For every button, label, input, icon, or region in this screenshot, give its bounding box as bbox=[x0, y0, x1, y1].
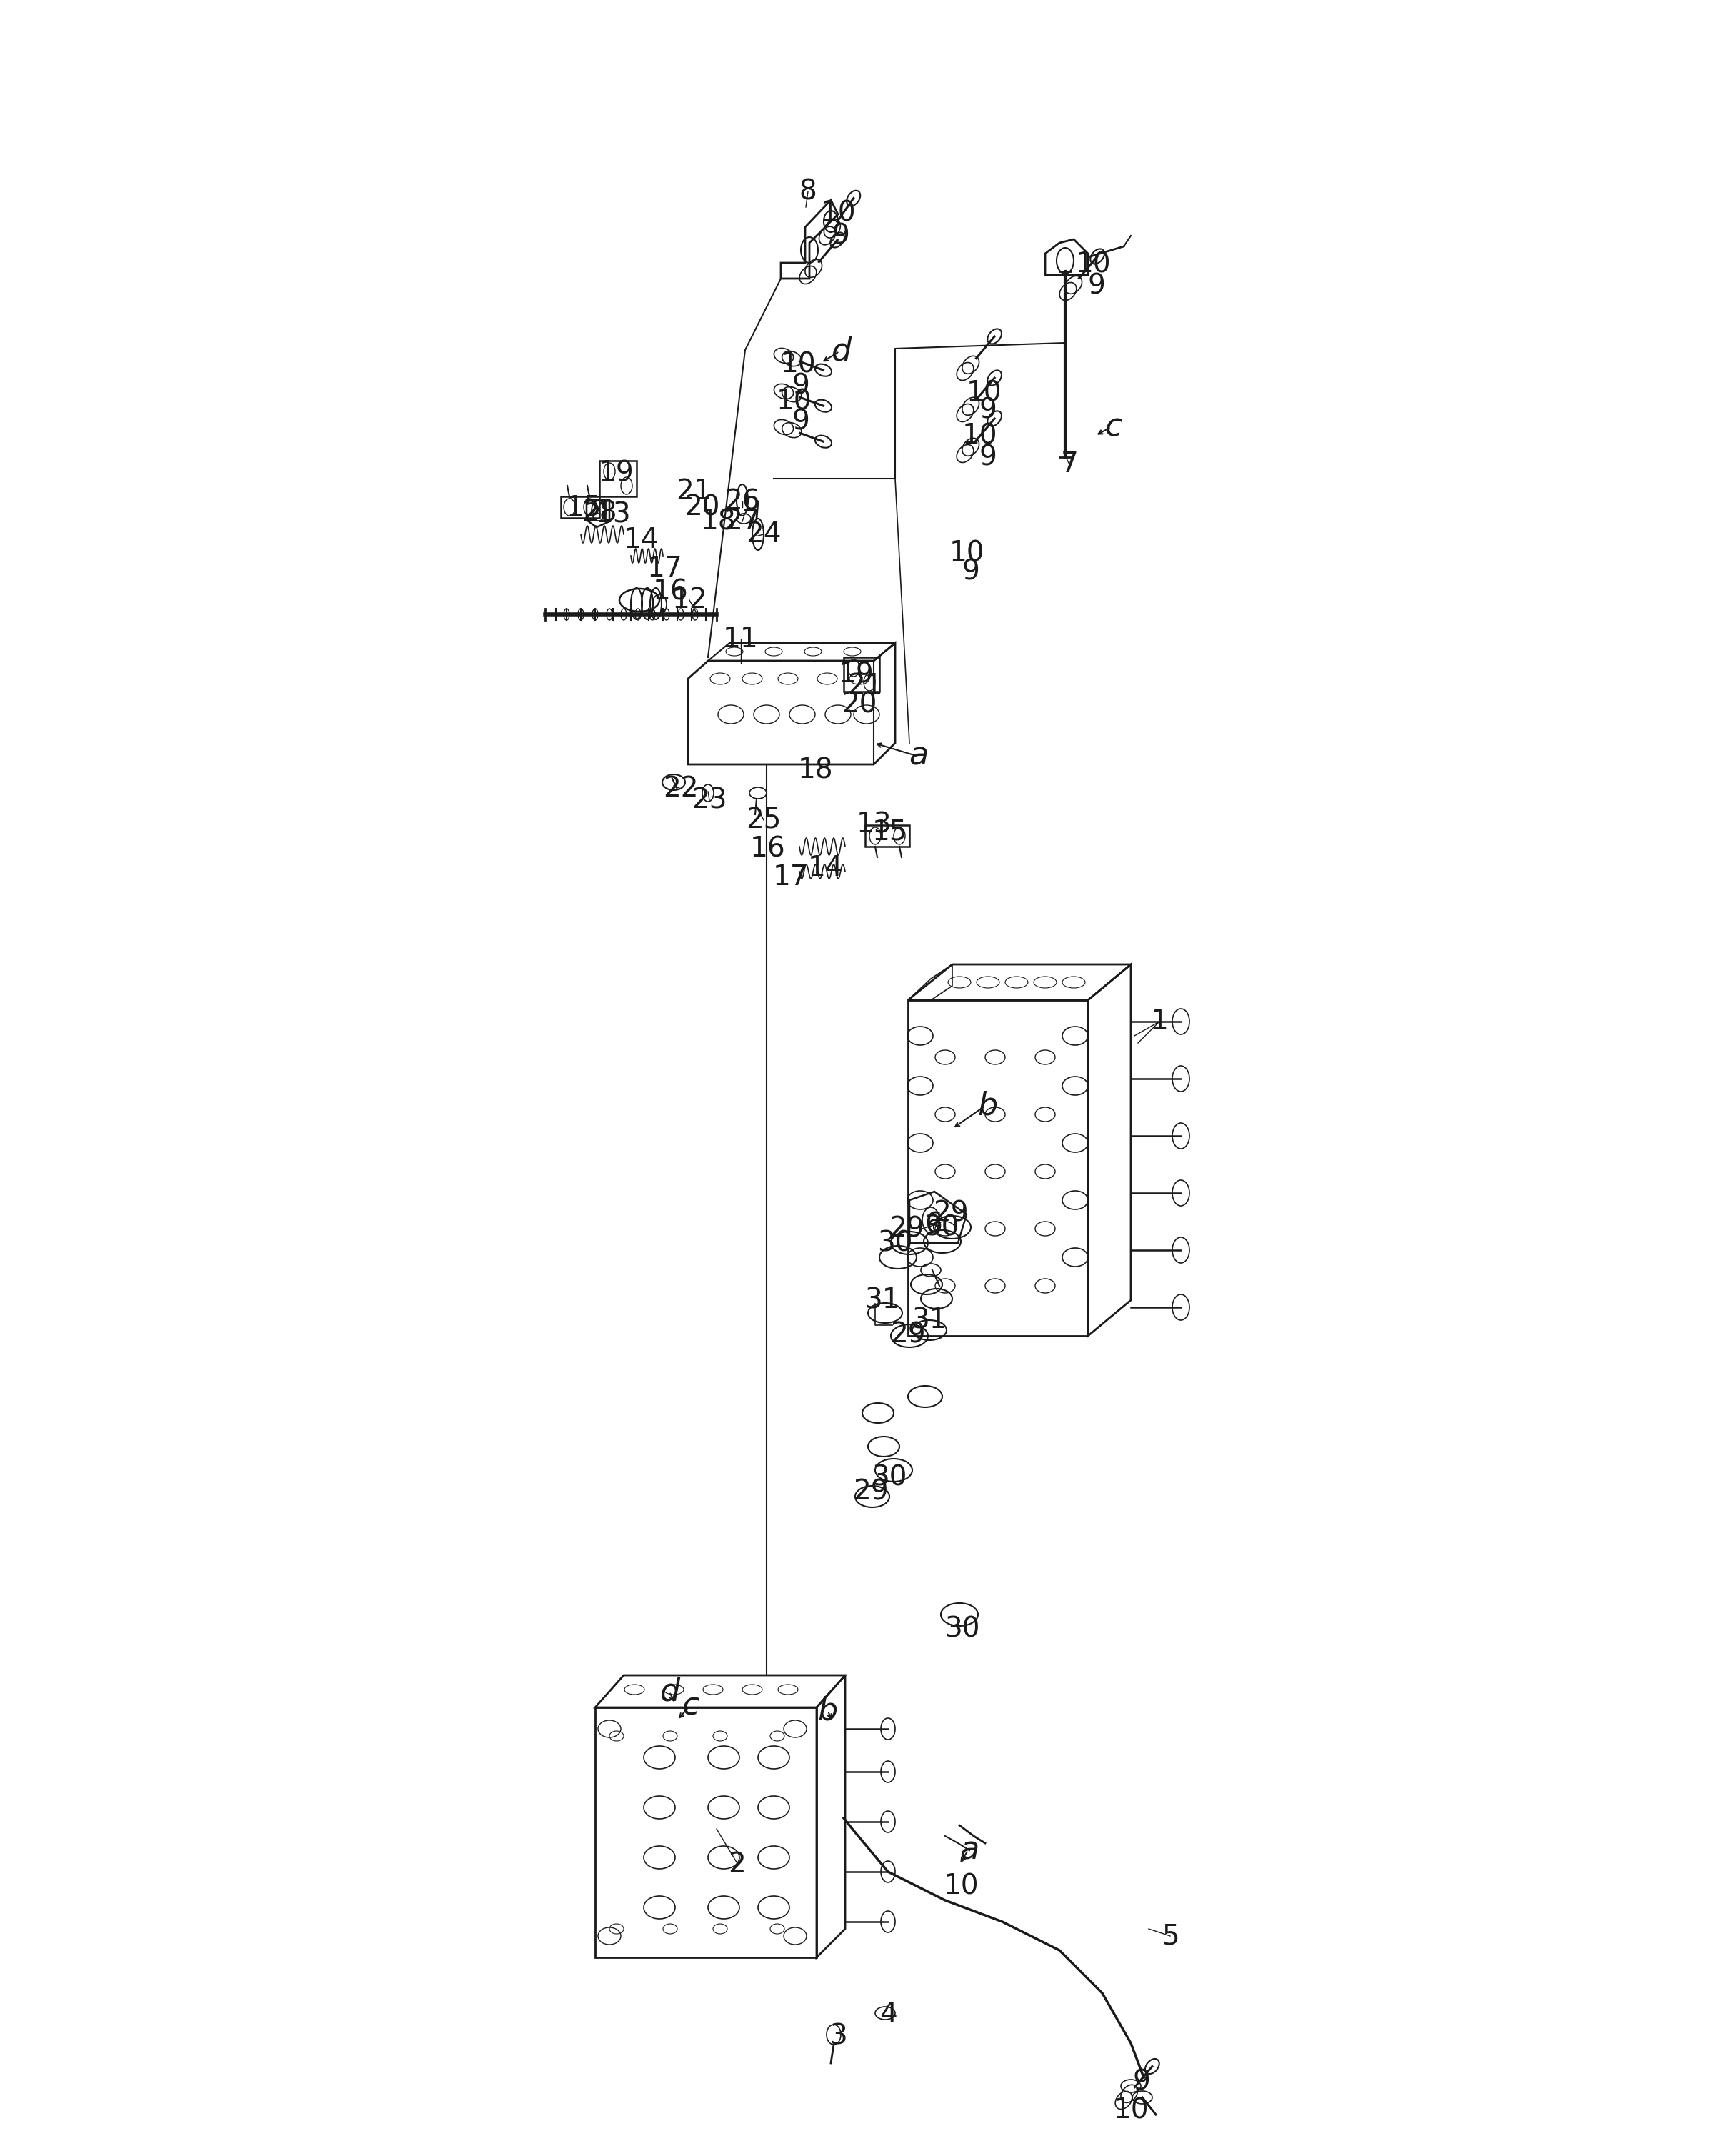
Text: 10: 10 bbox=[1113, 2098, 1148, 2124]
Text: 27: 27 bbox=[725, 509, 759, 535]
Text: 12: 12 bbox=[671, 586, 708, 614]
Text: 13: 13 bbox=[595, 500, 630, 528]
Text: 10: 10 bbox=[961, 423, 998, 448]
Text: 18: 18 bbox=[797, 757, 834, 783]
Text: 16: 16 bbox=[751, 834, 785, 862]
Text: 31: 31 bbox=[911, 1307, 948, 1335]
Text: 29: 29 bbox=[889, 1216, 925, 1242]
Text: 9: 9 bbox=[1087, 272, 1105, 300]
Text: 10: 10 bbox=[780, 351, 816, 377]
Text: 7: 7 bbox=[1060, 451, 1079, 479]
Text: d: d bbox=[832, 336, 851, 367]
Text: 20: 20 bbox=[842, 690, 877, 718]
Text: 29: 29 bbox=[853, 1479, 889, 1505]
Text: 30: 30 bbox=[923, 1214, 960, 1242]
Text: 4: 4 bbox=[879, 2001, 898, 2029]
Text: 3: 3 bbox=[828, 2022, 847, 2050]
Text: 9: 9 bbox=[1132, 2070, 1151, 2096]
Text: 1: 1 bbox=[1151, 1009, 1169, 1035]
Text: 10: 10 bbox=[1075, 250, 1112, 278]
Text: b: b bbox=[818, 1695, 839, 1727]
Text: 19: 19 bbox=[599, 459, 633, 487]
Text: 5: 5 bbox=[1162, 1923, 1179, 1949]
Text: c: c bbox=[682, 1690, 699, 1720]
Text: 26: 26 bbox=[725, 487, 759, 515]
Text: 18: 18 bbox=[701, 509, 735, 535]
Text: 9: 9 bbox=[792, 407, 809, 436]
Text: 22: 22 bbox=[663, 776, 699, 802]
Text: 6: 6 bbox=[925, 1212, 942, 1240]
Text: 31: 31 bbox=[865, 1287, 899, 1313]
Text: 25: 25 bbox=[746, 806, 782, 834]
Text: 10: 10 bbox=[949, 539, 984, 567]
Text: 30: 30 bbox=[877, 1229, 913, 1257]
Text: 9: 9 bbox=[979, 444, 998, 470]
Text: 24: 24 bbox=[746, 522, 782, 548]
Text: a: a bbox=[910, 740, 929, 772]
Text: 21: 21 bbox=[677, 479, 711, 505]
Text: 8: 8 bbox=[799, 179, 816, 205]
Text: b: b bbox=[979, 1091, 998, 1121]
Text: 9: 9 bbox=[832, 222, 849, 250]
Text: 21: 21 bbox=[847, 673, 884, 699]
Text: a: a bbox=[960, 1835, 979, 1865]
Text: 10: 10 bbox=[777, 388, 811, 416]
Text: 10: 10 bbox=[820, 198, 856, 226]
Text: c: c bbox=[1105, 412, 1122, 442]
Text: 30: 30 bbox=[872, 1464, 908, 1492]
Text: 29: 29 bbox=[891, 1322, 925, 1348]
Text: 14: 14 bbox=[623, 526, 659, 554]
Text: 15: 15 bbox=[872, 819, 908, 845]
Text: 10: 10 bbox=[967, 379, 1001, 407]
Text: d: d bbox=[659, 1677, 680, 1708]
Text: 13: 13 bbox=[856, 811, 891, 839]
Text: 23: 23 bbox=[692, 787, 727, 813]
Text: 9: 9 bbox=[961, 558, 980, 584]
Text: 10: 10 bbox=[942, 1871, 979, 1899]
Text: 30: 30 bbox=[944, 1615, 980, 1643]
Text: 14: 14 bbox=[808, 854, 842, 882]
Text: 17: 17 bbox=[647, 554, 683, 582]
Text: 15: 15 bbox=[566, 494, 601, 522]
Text: 9: 9 bbox=[979, 397, 998, 425]
Text: 16: 16 bbox=[652, 578, 689, 606]
Text: 9: 9 bbox=[792, 373, 809, 399]
Text: 29: 29 bbox=[934, 1199, 968, 1227]
Text: 17: 17 bbox=[773, 865, 808, 890]
Text: 19: 19 bbox=[839, 662, 875, 688]
Text: 11: 11 bbox=[723, 625, 759, 653]
Text: 28: 28 bbox=[582, 500, 618, 526]
Text: 20: 20 bbox=[685, 494, 720, 522]
Text: 2: 2 bbox=[728, 1852, 746, 1878]
